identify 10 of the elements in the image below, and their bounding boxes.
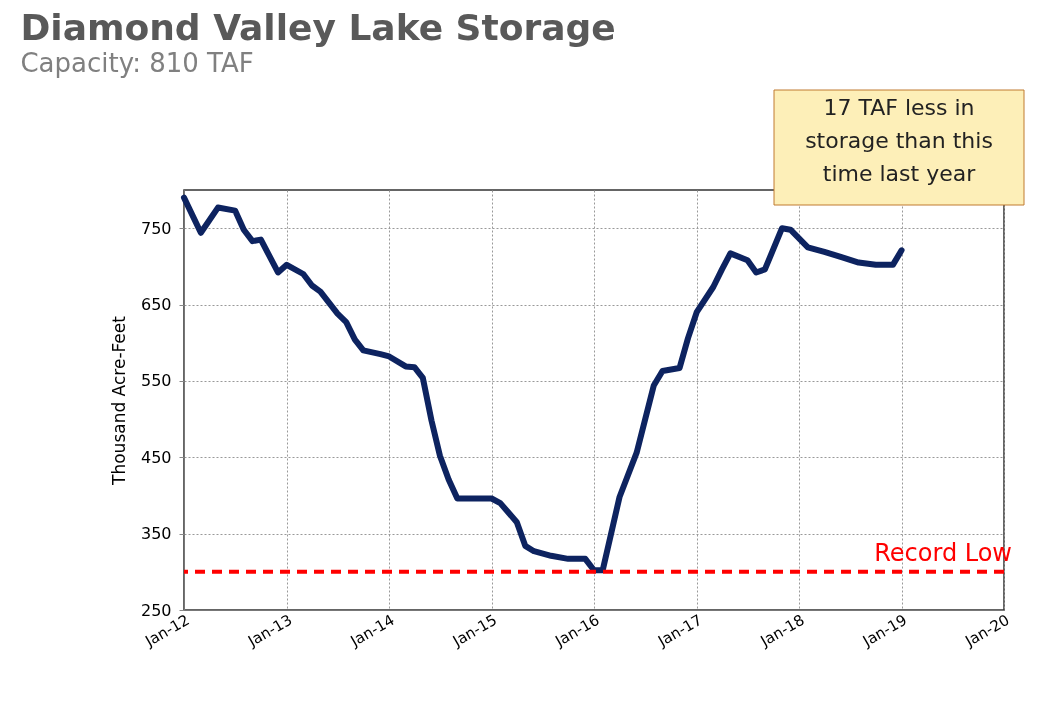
- y-tick-label: 250: [140, 600, 172, 620]
- text: 17 TAF less in storage than this time last year: [805, 95, 993, 186]
- y-tick-label: 650: [140, 295, 172, 315]
- chart-subtitle: Capacity: 810 TAF: [20, 47, 254, 78]
- chart-title: Diamond Valley Lake Storage: [20, 6, 616, 48]
- y-tick-label: 550: [140, 371, 172, 391]
- y-tick-label: 350: [140, 524, 172, 544]
- y-tick-label: 450: [140, 447, 172, 467]
- y-tick-label: 750: [140, 218, 172, 238]
- y-axis-title: Thousand Acre-Feet: [108, 315, 129, 486]
